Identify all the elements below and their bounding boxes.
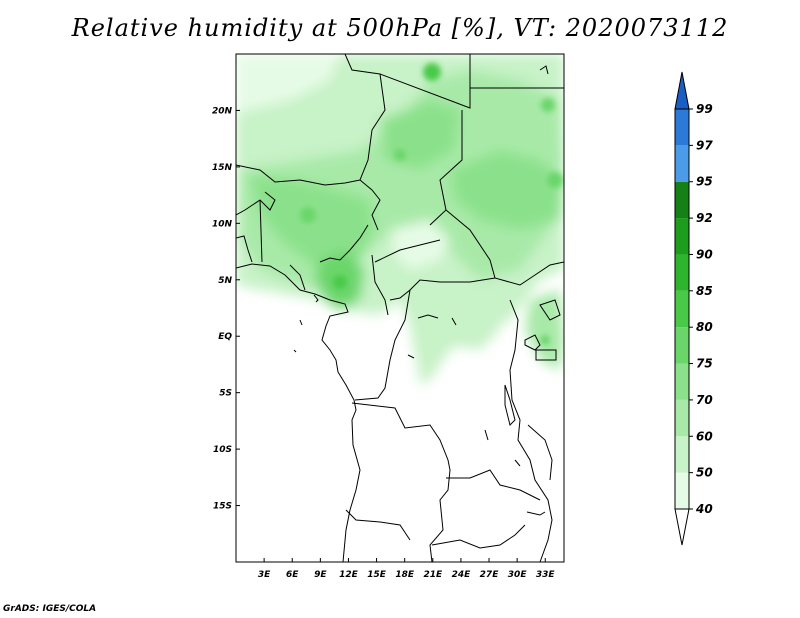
y-tick-label: 10N xyxy=(212,219,233,229)
colorbar-label: 99 xyxy=(696,102,713,116)
x-tick-label: 18E xyxy=(395,570,415,580)
map-frame xyxy=(235,53,565,563)
colorbar-segment xyxy=(675,109,689,146)
y-axis: 20N 15N 10N 5N EQ 5S 10S 15S xyxy=(212,106,240,512)
y-tick-label: 20N xyxy=(212,106,233,116)
x-tick-label: 3E xyxy=(258,570,271,580)
y-tick-label: EQ xyxy=(218,332,232,342)
x-tick-label: 21E xyxy=(423,570,443,580)
colorbar-label: 75 xyxy=(696,357,713,371)
x-tick-label: 24E xyxy=(452,570,472,580)
y-tick-label: 5N xyxy=(218,276,232,286)
colorbar-segment xyxy=(675,290,689,328)
country-borders xyxy=(236,54,564,562)
colorbar-frame xyxy=(674,108,690,510)
x-axis: 3E 6E 9E 12E 15E 18E 21E 24E 27E 30E 33E xyxy=(258,558,556,580)
x-tick-label: 30E xyxy=(508,570,528,580)
colorbar-segment xyxy=(675,472,689,509)
colorbar-label: 70 xyxy=(696,393,713,407)
y-tick-label: 5S xyxy=(219,389,232,399)
colorbar-segment xyxy=(675,327,689,364)
credit-text: GrADS: IGES/COLA xyxy=(3,604,97,614)
colorbar-label: 85 xyxy=(696,284,713,298)
x-tick-label: 15E xyxy=(367,570,387,580)
colorbar-label: 50 xyxy=(696,466,713,480)
colorbar-label: 80 xyxy=(696,320,713,334)
colorbar-segment xyxy=(675,218,689,255)
colorbar-segment xyxy=(675,181,689,219)
colorbar-label: 40 xyxy=(695,502,713,516)
y-tick-label: 15S xyxy=(213,502,232,512)
colorbar-segment xyxy=(675,399,689,437)
y-tick-label: 15N xyxy=(212,163,233,173)
y-tick-label: 10S xyxy=(213,445,232,455)
colorbar-segment xyxy=(675,145,689,182)
x-tick-label: 12E xyxy=(339,570,359,580)
colorbar-label: 60 xyxy=(696,429,713,443)
chart-title: Relative humidity at 500hPa [%], VT: 202… xyxy=(71,14,729,42)
x-tick-label: 33E xyxy=(536,570,556,580)
colorbar-label: 95 xyxy=(696,175,713,189)
x-tick-label: 9E xyxy=(314,570,327,580)
colorbar-upper-triangle xyxy=(674,71,690,110)
colorbar-label: 92 xyxy=(696,211,713,225)
colorbar-segment xyxy=(675,436,689,473)
x-tick-label: 6E xyxy=(286,570,299,580)
x-tick-label: 27E xyxy=(480,570,500,580)
humidity-field xyxy=(236,54,564,562)
colorbar: 40 50 60 70 75 80 85 90 92 95 97 99 xyxy=(674,71,713,546)
colorbar-segment xyxy=(675,254,689,291)
colorbar-segment xyxy=(675,363,689,400)
colorbar-label: 97 xyxy=(696,138,713,152)
colorbar-lower-triangle xyxy=(674,508,690,546)
colorbar-label: 90 xyxy=(696,247,713,261)
